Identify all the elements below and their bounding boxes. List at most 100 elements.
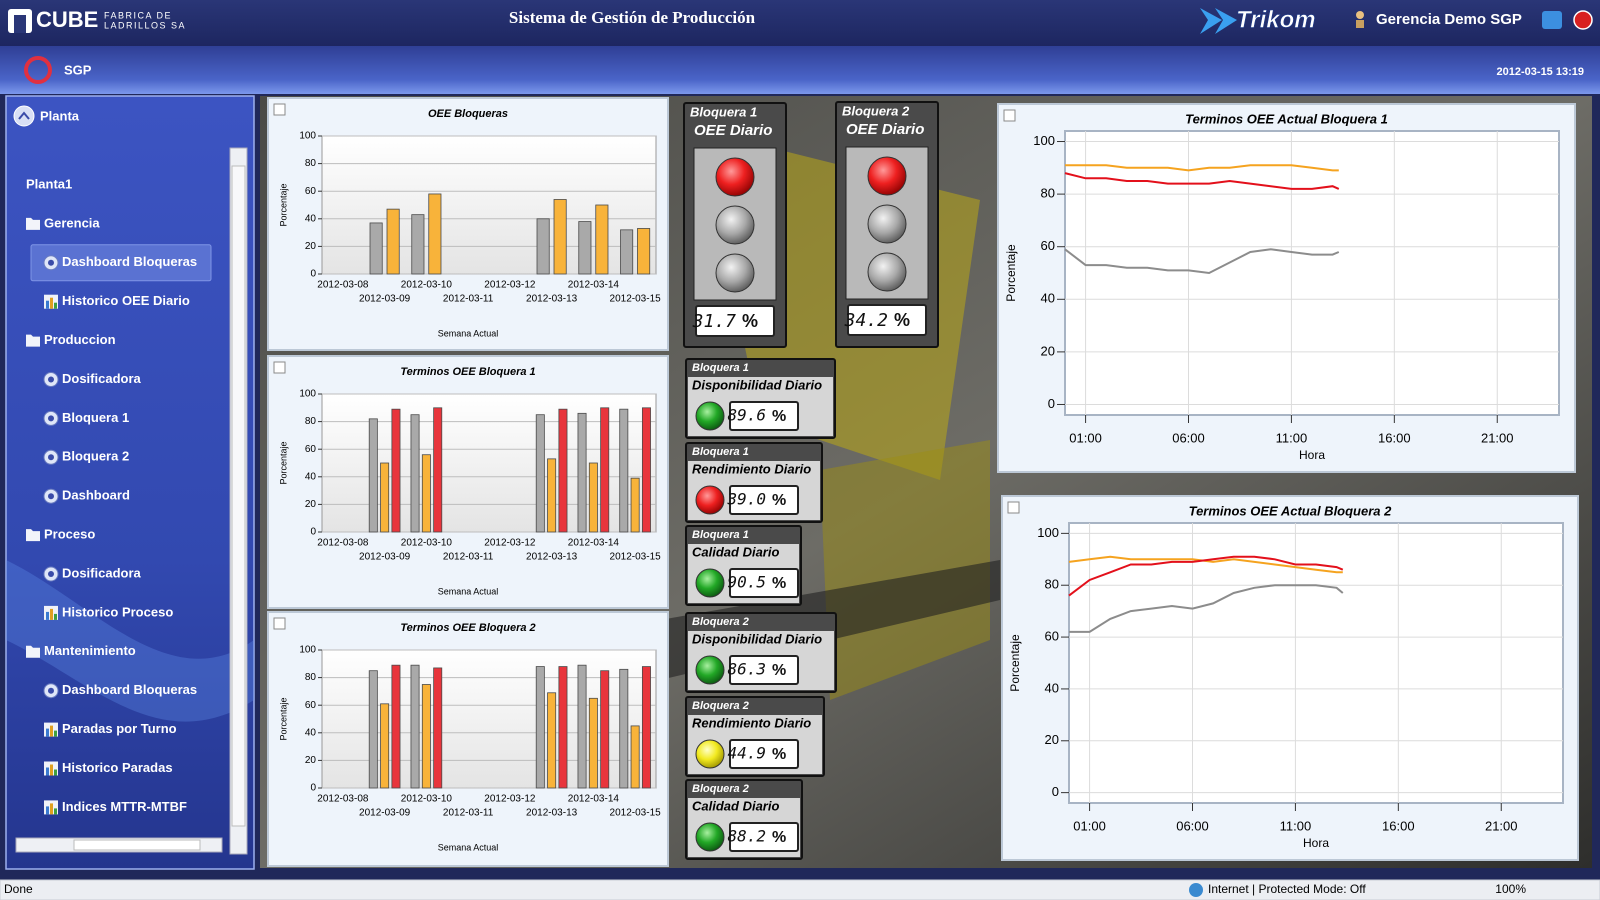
- x-tick-label: 01:00: [1069, 430, 1102, 445]
- bar: [421, 454, 431, 533]
- x-tick-label: 2012-03-12: [484, 794, 536, 805]
- tree-item[interactable]: Historico Proceso: [62, 604, 173, 619]
- x-tick-label: 2012-03-12: [484, 280, 536, 291]
- checkbox[interactable]: [273, 103, 286, 116]
- tree-item[interactable]: Paradas por Turno: [62, 721, 177, 736]
- machine-shape: [820, 440, 990, 700]
- x-tick-label: 2012-03-13: [526, 294, 578, 305]
- folder-icon: [26, 529, 40, 542]
- bar: [577, 664, 587, 789]
- tree-item[interactable]: Planta1: [26, 176, 72, 191]
- bar: [369, 222, 383, 275]
- settings-button[interactable]: [1542, 11, 1562, 29]
- tree-item[interactable]: Proceso: [44, 527, 95, 542]
- gauge-value: 89.6: [727, 406, 766, 425]
- tree-item[interactable]: Dashboard Bloqueras: [62, 682, 197, 697]
- checkbox[interactable]: [1003, 109, 1016, 122]
- y-tick-label: 40: [305, 213, 317, 224]
- dashboard: OEE Bloqueras 0 20 40 60 80 100 2012-03-08 2012-…: [267, 97, 1579, 867]
- bar: [535, 666, 545, 789]
- tree-item[interactable]: Mantenimiento: [44, 643, 136, 658]
- x-tick-label: 2012-03-08: [317, 794, 369, 805]
- line-series: [1065, 164, 1339, 172]
- x-tick-label: 2012-03-10: [401, 280, 453, 291]
- x-tick-label: 2012-03-14: [568, 538, 620, 549]
- checkbox[interactable]: [273, 617, 286, 630]
- app-label: SGP: [64, 62, 92, 77]
- gauge-title: Calidad Diario: [692, 544, 779, 559]
- checkbox[interactable]: [273, 361, 286, 374]
- y-tick-label: 0: [310, 527, 316, 538]
- gauge-unit-symbol: %: [772, 492, 786, 509]
- x-tick-label: 06:00: [1176, 818, 1209, 833]
- y-tick-label: 20: [305, 499, 317, 510]
- x-tick-label: 2012-03-08: [317, 280, 369, 291]
- app-icon[interactable]: [24, 56, 52, 84]
- bar: [536, 218, 550, 275]
- bar: [428, 193, 442, 275]
- logo-text: CUBE: [36, 7, 98, 32]
- tree-item[interactable]: Indices MTTR-MTBF: [62, 799, 187, 814]
- tree-item[interactable]: Dosificadora: [62, 565, 142, 580]
- user-name: Gerencia Demo SGP: [1376, 11, 1522, 28]
- y-tick-label: 60: [1041, 238, 1055, 253]
- y-tick-label: 60: [305, 444, 317, 455]
- collapse-arrow: [18, 111, 30, 120]
- zone-text: Internet | Protected Mode: Off: [1208, 882, 1366, 896]
- y-tick-label: 100: [1037, 525, 1059, 540]
- tree-item[interactable]: Produccion: [44, 332, 116, 347]
- zoom-level[interactable]: 100%: [1495, 882, 1526, 896]
- chart-icon: [46, 806, 49, 815]
- signal-light: [867, 204, 907, 244]
- x-tick-label: 2012-03-11: [443, 294, 494, 305]
- gauge-value: 39.0: [726, 490, 766, 509]
- gauge-title: Rendimiento Diario: [692, 715, 811, 730]
- y-tick-label: 100: [299, 645, 316, 656]
- value-box: [695, 305, 775, 337]
- tree-item[interactable]: Historico OEE Diario: [62, 293, 190, 308]
- chart-icon: [46, 767, 49, 776]
- h-scroll-thumb[interactable]: [73, 839, 201, 851]
- gauge-icon: [48, 376, 54, 383]
- y-tick-label: 40: [1041, 291, 1055, 306]
- value-box: [729, 655, 799, 685]
- tree-item[interactable]: Gerencia: [44, 215, 100, 230]
- value-box: [729, 568, 799, 598]
- bar: [630, 477, 640, 533]
- datetime: 2012-03-15 13:19: [1497, 66, 1584, 78]
- x-axis-label: Semana Actual: [438, 842, 499, 852]
- tree: Planta1 Gerencia Dashboard Bloqueras Histor…: [26, 176, 212, 815]
- bar: [380, 703, 390, 789]
- tree-item[interactable]: Bloquera 1: [62, 410, 129, 425]
- bar: [410, 664, 420, 789]
- gauge-value: 88.2: [727, 827, 766, 846]
- line-series: [1069, 584, 1344, 633]
- bar: [433, 667, 443, 789]
- gauge-title: OEE Diario: [694, 122, 772, 139]
- tree-item[interactable]: Dashboard Bloqueras: [62, 254, 197, 269]
- bar: [553, 199, 567, 275]
- x-tick-label: 2012-03-13: [526, 552, 578, 563]
- x-tick-label: 2012-03-12: [484, 538, 536, 549]
- chart-icon: [54, 808, 57, 815]
- scroll-thumb[interactable]: [231, 165, 246, 827]
- tree-item[interactable]: Bloquera 2: [62, 449, 129, 464]
- gauge-unit-symbol: %: [742, 311, 758, 331]
- sidebar-title: Planta: [40, 108, 80, 123]
- tree-item[interactable]: Dosificadora: [62, 371, 142, 386]
- tree-item[interactable]: Dashboard: [62, 488, 130, 503]
- gauge-value: 31.7: [692, 311, 737, 332]
- logout-button[interactable]: [1573, 10, 1593, 30]
- x-tick-label: 2012-03-10: [401, 538, 453, 549]
- checkbox[interactable]: [1007, 501, 1020, 514]
- line-series: [1064, 172, 1340, 190]
- y-tick-label: 40: [1045, 680, 1059, 695]
- gauge-icon: [48, 415, 54, 422]
- tree-item[interactable]: Historico Paradas: [62, 760, 173, 775]
- collapse-button[interactable]: [13, 105, 35, 127]
- line-series: [1064, 248, 1340, 275]
- gauge-icon: [48, 493, 54, 500]
- value-box: [729, 739, 799, 769]
- sidebar: [5, 95, 255, 870]
- gauge-unit: Bloquera 1: [690, 104, 757, 119]
